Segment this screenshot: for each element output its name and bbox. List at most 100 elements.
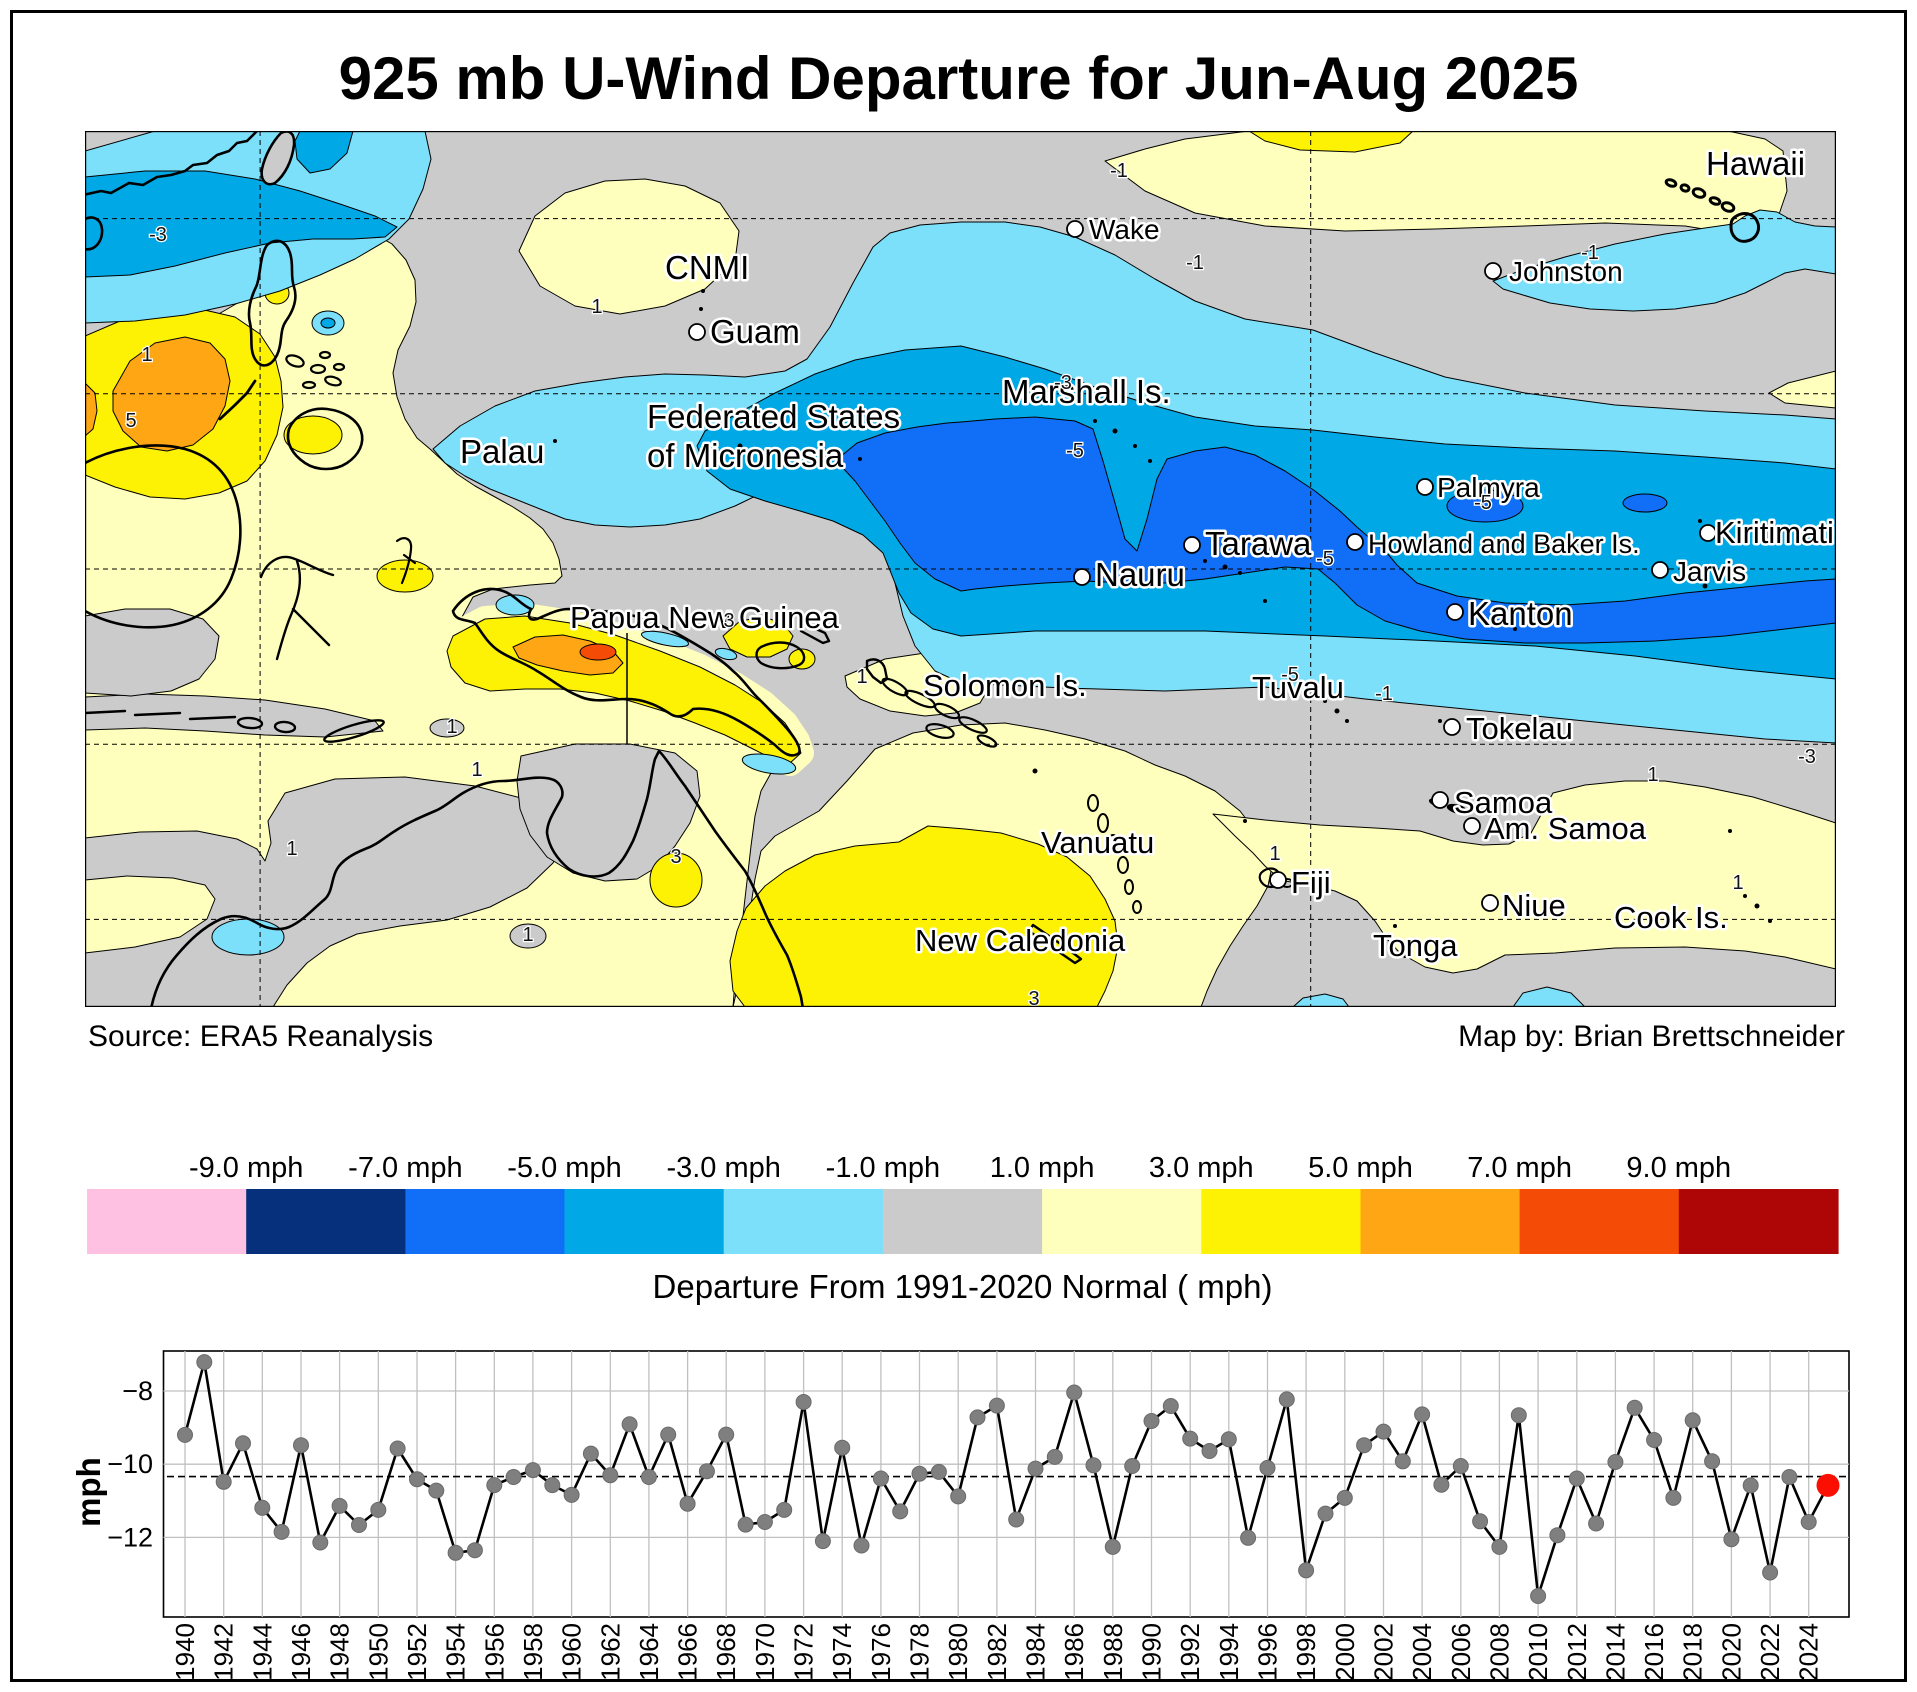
- svg-text:1986: 1986: [1059, 1623, 1089, 1681]
- svg-text:−12: −12: [107, 1522, 153, 1552]
- svg-text:2012: 2012: [1562, 1623, 1592, 1681]
- svg-text:1996: 1996: [1253, 1623, 1283, 1681]
- svg-text:Federated States: Federated States: [647, 398, 900, 435]
- svg-text:2020: 2020: [1716, 1623, 1746, 1681]
- svg-text:1970: 1970: [750, 1623, 780, 1681]
- svg-text:Papua New Guinea: Papua New Guinea: [570, 600, 840, 635]
- svg-text:mph: mph: [70, 1457, 107, 1527]
- svg-text:1988: 1988: [1098, 1623, 1128, 1681]
- svg-text:3: 3: [670, 846, 681, 868]
- svg-text:2018: 2018: [1678, 1623, 1708, 1681]
- svg-text:Samoa: Samoa: [1454, 785, 1553, 820]
- svg-text:of Micronesia: of Micronesia: [647, 437, 844, 474]
- svg-text:-1: -1: [1375, 683, 1393, 705]
- svg-text:2006: 2006: [1446, 1623, 1476, 1681]
- svg-text:Vanuatu: Vanuatu: [1041, 825, 1154, 860]
- svg-text:-3.0 mph: -3.0 mph: [666, 1152, 780, 1184]
- svg-text:1994: 1994: [1214, 1623, 1244, 1681]
- svg-text:2004: 2004: [1407, 1623, 1437, 1681]
- svg-text:Nauru: Nauru: [1095, 556, 1185, 593]
- svg-text:-5: -5: [1066, 440, 1084, 462]
- svg-text:1984: 1984: [1021, 1623, 1051, 1681]
- svg-text:CNMI: CNMI: [665, 249, 749, 286]
- svg-text:9.0 mph: 9.0 mph: [1626, 1152, 1731, 1184]
- svg-text:1974: 1974: [827, 1623, 857, 1681]
- svg-text:-3: -3: [1054, 372, 1072, 394]
- svg-text:3: 3: [723, 610, 734, 632]
- svg-text:5: 5: [125, 410, 136, 432]
- svg-text:1968: 1968: [711, 1623, 741, 1681]
- svg-text:Fiji: Fiji: [1291, 865, 1331, 900]
- svg-text:Jarvis: Jarvis: [1673, 556, 1746, 587]
- svg-text:2000: 2000: [1330, 1623, 1360, 1681]
- svg-text:1: 1: [1269, 843, 1280, 865]
- svg-text:2014: 2014: [1600, 1623, 1630, 1681]
- svg-text:1: 1: [856, 666, 867, 688]
- svg-text:1952: 1952: [402, 1623, 432, 1681]
- svg-text:1964: 1964: [634, 1623, 664, 1681]
- svg-text:2008: 2008: [1484, 1623, 1514, 1681]
- svg-text:1962: 1962: [595, 1623, 625, 1681]
- svg-text:Palau: Palau: [460, 433, 544, 470]
- svg-text:1: 1: [286, 838, 297, 860]
- svg-text:Howland and Baker Is.: Howland and Baker Is.: [1368, 529, 1640, 559]
- svg-text:Tokelau: Tokelau: [1466, 711, 1573, 746]
- svg-text:-9.0 mph: -9.0 mph: [189, 1152, 303, 1184]
- svg-text:−10: −10: [107, 1449, 153, 1479]
- svg-text:7.0 mph: 7.0 mph: [1467, 1152, 1572, 1184]
- svg-text:Guam: Guam: [710, 313, 800, 350]
- svg-text:-5: -5: [1474, 492, 1492, 514]
- svg-text:1978: 1978: [905, 1623, 935, 1681]
- svg-text:1: 1: [1647, 764, 1658, 786]
- svg-text:1958: 1958: [518, 1623, 548, 1681]
- svg-text:1946: 1946: [286, 1623, 316, 1681]
- svg-text:-1: -1: [1110, 160, 1128, 182]
- svg-text:1: 1: [591, 296, 602, 318]
- svg-text:Cook Is.: Cook Is.: [1614, 900, 1728, 935]
- svg-text:3.0 mph: 3.0 mph: [1149, 1152, 1254, 1184]
- svg-text:-1.0 mph: -1.0 mph: [826, 1152, 940, 1184]
- svg-text:1980: 1980: [943, 1623, 973, 1681]
- svg-text:1944: 1944: [247, 1623, 277, 1681]
- svg-text:1: 1: [471, 759, 482, 781]
- svg-text:1972: 1972: [789, 1623, 819, 1681]
- svg-text:-3: -3: [149, 224, 167, 246]
- svg-text:5.0 mph: 5.0 mph: [1308, 1152, 1413, 1184]
- svg-text:Kanton: Kanton: [1468, 595, 1573, 632]
- svg-text:-3: -3: [1798, 746, 1816, 768]
- svg-text:2024: 2024: [1794, 1623, 1824, 1681]
- svg-text:Palmyra: Palmyra: [1437, 472, 1540, 503]
- svg-text:1956: 1956: [479, 1623, 509, 1681]
- svg-text:1942: 1942: [209, 1623, 239, 1681]
- svg-text:Solomon Is.: Solomon Is.: [923, 668, 1087, 703]
- svg-text:1982: 1982: [982, 1623, 1012, 1681]
- svg-text:−8: −8: [122, 1376, 153, 1406]
- svg-text:2016: 2016: [1639, 1623, 1669, 1681]
- svg-text:1950: 1950: [363, 1623, 393, 1681]
- svg-text:Tarawa: Tarawa: [1205, 525, 1312, 562]
- svg-text:Wake: Wake: [1089, 214, 1160, 245]
- svg-text:Niue: Niue: [1502, 888, 1566, 923]
- svg-text:-1: -1: [1186, 252, 1204, 274]
- svg-text:Tuvalu: Tuvalu: [1252, 670, 1344, 705]
- svg-text:1948: 1948: [325, 1623, 355, 1681]
- svg-text:Marshall Is.: Marshall Is.: [1002, 373, 1171, 410]
- svg-text:Kiritimati: Kiritimati: [1715, 515, 1834, 550]
- svg-text:1: 1: [141, 344, 152, 366]
- svg-text:-5.0 mph: -5.0 mph: [507, 1152, 621, 1184]
- svg-text:New Caledonia: New Caledonia: [915, 923, 1126, 958]
- svg-text:-1: -1: [1581, 242, 1599, 264]
- svg-text:1960: 1960: [557, 1623, 587, 1681]
- svg-text:1940: 1940: [170, 1623, 200, 1681]
- svg-text:-5: -5: [1281, 664, 1299, 686]
- svg-text:Am. Samoa: Am. Samoa: [1484, 811, 1647, 846]
- svg-text:2022: 2022: [1755, 1623, 1785, 1681]
- svg-text:1992: 1992: [1175, 1623, 1205, 1681]
- svg-text:2010: 2010: [1523, 1623, 1553, 1681]
- svg-text:3: 3: [1028, 988, 1039, 1007]
- svg-text:-5: -5: [1316, 548, 1334, 570]
- svg-text:1966: 1966: [673, 1623, 703, 1681]
- svg-text:Johnston: Johnston: [1509, 256, 1623, 287]
- svg-text:1998: 1998: [1291, 1623, 1321, 1681]
- svg-text:1: 1: [1732, 872, 1743, 894]
